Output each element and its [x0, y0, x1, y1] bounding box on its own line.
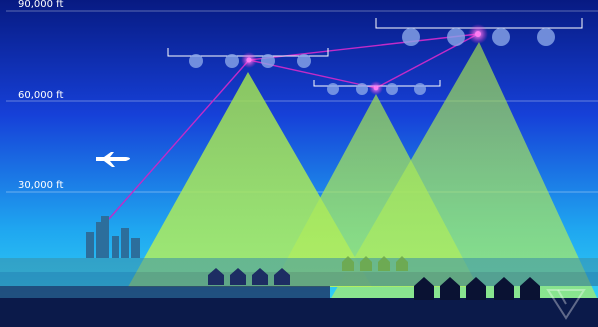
beam-right [330, 42, 598, 300]
coverage-beams [128, 42, 598, 300]
ground-band-light [0, 258, 598, 272]
house-icon [360, 256, 372, 271]
house-icon [274, 268, 290, 285]
ground-edge [0, 286, 330, 298]
house-icon [378, 256, 390, 271]
verge-logo-icon [546, 289, 586, 320]
houses-middle [342, 256, 408, 271]
platform-right [375, 18, 583, 46]
altitude-label-30k: 30,000 ft [18, 180, 64, 191]
houses-left [208, 268, 290, 285]
house-icon [252, 268, 268, 285]
house-icon [414, 277, 434, 300]
platform-left [167, 48, 329, 68]
houses-right [414, 277, 540, 300]
altitude-label-60k: 60,000 ft [18, 90, 64, 101]
platform-middle [313, 80, 441, 95]
house-icon [208, 268, 224, 285]
house-icon [494, 277, 514, 300]
house-icon [440, 277, 460, 300]
house-icon [520, 277, 540, 300]
city-skyline-icon [86, 216, 140, 258]
house-icon [230, 268, 246, 285]
house-icon [396, 256, 408, 271]
airplane-icon [96, 152, 130, 167]
ground-dark [0, 298, 598, 327]
house-icon [466, 277, 486, 300]
house-icon [342, 256, 354, 271]
altitude-label-90k: 90,000 ft [18, 0, 64, 10]
